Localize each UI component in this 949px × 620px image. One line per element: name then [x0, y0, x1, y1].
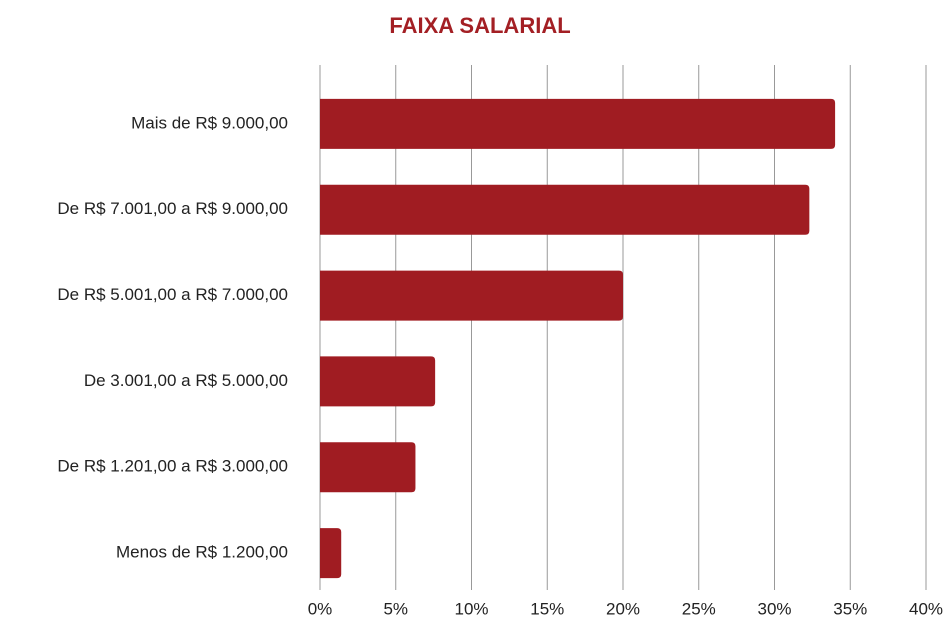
bar: [320, 98, 836, 149]
x-tick-label: 40%: [909, 599, 943, 618]
y-tick-label: De R$ 1.201,00 a R$ 3.000,00: [57, 457, 288, 476]
bar: [320, 270, 623, 321]
bar: [320, 356, 436, 407]
x-tick-label: 10%: [454, 599, 488, 618]
y-tick-label: De R$ 7.001,00 a R$ 9.000,00: [57, 199, 288, 218]
bar: [320, 528, 342, 579]
y-tick-label: De 3.001,00 a R$ 5.000,00: [84, 371, 288, 390]
x-tick-label: 15%: [530, 599, 564, 618]
x-tick-label: 5%: [383, 599, 408, 618]
y-tick-label: Menos de R$ 1.200,00: [116, 543, 288, 562]
chart-title: FAIXA SALARIAL: [389, 13, 570, 38]
x-tick-label: 35%: [833, 599, 867, 618]
bar: [320, 442, 416, 493]
y-tick-label: Mais de R$ 9.000,00: [131, 113, 288, 132]
x-tick-label: 0%: [308, 599, 333, 618]
bar: [320, 184, 810, 235]
x-tick-label: 30%: [757, 599, 791, 618]
x-tick-label: 25%: [682, 599, 716, 618]
y-tick-label: De R$ 5.001,00 a R$ 7.000,00: [57, 285, 288, 304]
x-tick-label: 20%: [606, 599, 640, 618]
